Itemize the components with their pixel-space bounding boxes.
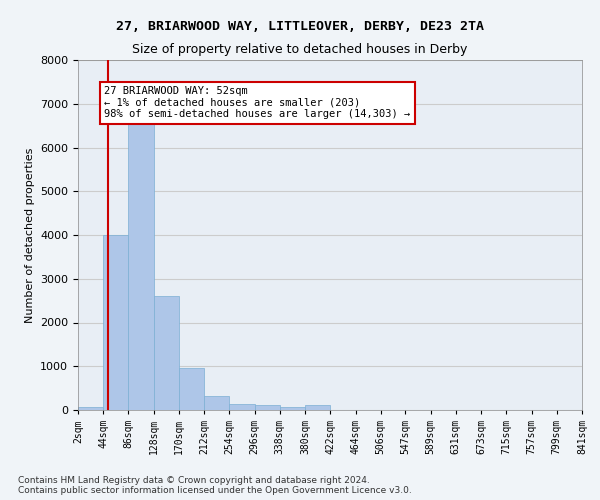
Text: 27, BRIARWOOD WAY, LITTLEOVER, DERBY, DE23 2TA: 27, BRIARWOOD WAY, LITTLEOVER, DERBY, DE…	[116, 20, 484, 33]
Bar	[280, 406, 305, 410]
Bar	[103, 235, 128, 410]
Text: 27 BRIARWOOD WAY: 52sqm
← 1% of detached houses are smaller (203)
98% of semi-de: 27 BRIARWOOD WAY: 52sqm ← 1% of detached…	[104, 86, 410, 120]
Bar	[305, 405, 331, 410]
Bar	[254, 405, 280, 410]
Bar	[204, 396, 229, 410]
Text: Size of property relative to detached houses in Derby: Size of property relative to detached ho…	[133, 42, 467, 56]
Y-axis label: Number of detached properties: Number of detached properties	[25, 148, 35, 322]
Bar	[154, 296, 179, 410]
Bar	[179, 368, 204, 410]
Text: Contains public sector information licensed under the Open Government Licence v3: Contains public sector information licen…	[18, 486, 412, 495]
Text: Contains HM Land Registry data © Crown copyright and database right 2024.: Contains HM Land Registry data © Crown c…	[18, 476, 370, 485]
Bar	[128, 121, 154, 410]
Bar	[78, 406, 103, 410]
Bar	[229, 404, 254, 410]
